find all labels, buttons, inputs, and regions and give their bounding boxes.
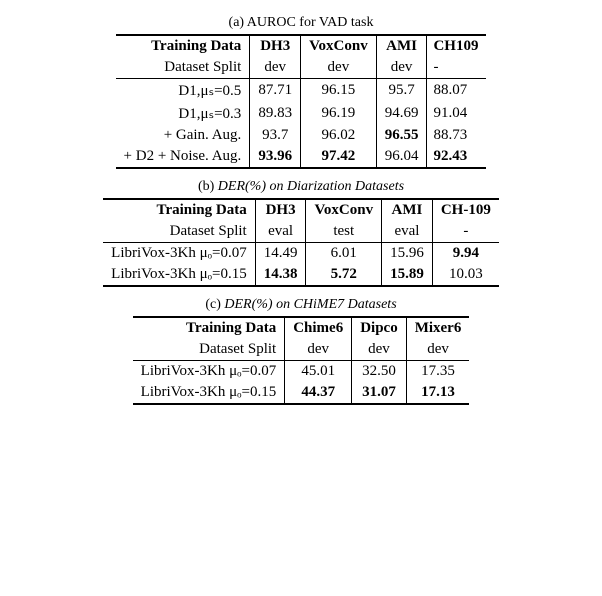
ta-h1-4: CH109 [427,35,487,57]
table-b-caption: (b) DER(%) on Diarization Datasets [15,179,587,195]
tb-h2-3: eval [382,221,433,243]
table-cell: 17.13 [406,382,469,404]
table-row-label: LibriVox-3Kh μₒ=0.07 [133,361,285,383]
table-cell: 14.38 [255,264,306,286]
table-cell: 31.07 [352,382,407,404]
ta-h2-3: dev [376,57,427,79]
ta-h1-1: DH3 [250,35,301,57]
table-row-label: LibriVox-3Kh μₒ=0.15 [133,382,285,404]
table-cell: 97.42 [301,146,377,168]
table-cell: 87.71 [250,79,301,103]
table-c-caption: (c) DER(%) on CHiME7 Datasets [15,297,587,313]
tc-h1-2: Dipco [352,317,407,339]
ta-h2-4: - [427,57,487,79]
table-cell: 15.89 [382,264,433,286]
tb-h1-1: DH3 [255,199,306,221]
table-cell: 44.37 [285,382,352,404]
table-cell: 10.03 [432,264,499,286]
ta-h2-2: dev [301,57,377,79]
table-c: Training Data Chime6 Dipco Mixer6 Datase… [133,316,470,405]
tb-h2-4: - [432,221,499,243]
table-a-caption: (a) AUROC for VAD task [15,15,587,31]
table-row-label: + D2 + Noise. Aug. [116,146,250,168]
table-cell: 96.15 [301,79,377,103]
ta-h2-1: dev [250,57,301,79]
tb-h2-0: Dataset Split [103,221,255,243]
table-cell: 96.19 [301,102,377,125]
table-cell: 91.04 [427,102,487,125]
table-cell: 88.07 [427,79,487,103]
table-cell: 88.73 [427,125,487,146]
table-b: Training Data DH3 VoxConv AMI CH-109 Dat… [103,198,499,287]
table-cell: 92.43 [427,146,487,168]
tc-h1-1: Chime6 [285,317,352,339]
ta-h1-2: VoxConv [301,35,377,57]
table-row-label: LibriVox-3Kh μₒ=0.07 [103,243,255,265]
tc-h1-3: Mixer6 [406,317,469,339]
table-cell: 6.01 [306,243,382,265]
ta-h1-3: AMI [376,35,427,57]
table-cell: 93.7 [250,125,301,146]
table-row-label: + Gain. Aug. [116,125,250,146]
table-cell: 94.69 [376,102,427,125]
table-cell: 89.83 [250,102,301,125]
table-cell: 17.35 [406,361,469,383]
tc-h1-0: Training Data [133,317,285,339]
tb-h2-2: test [306,221,382,243]
table-cell: 96.55 [376,125,427,146]
table-cell: 9.94 [432,243,499,265]
ta-h1-0: Training Data [116,35,250,57]
ta-h2-0: Dataset Split [116,57,250,79]
tc-h2-2: dev [352,339,407,361]
table-cell: 96.02 [301,125,377,146]
table-cell: 14.49 [255,243,306,265]
tc-h2-0: Dataset Split [133,339,285,361]
tb-h1-2: VoxConv [306,199,382,221]
table-row-label: LibriVox-3Kh μₒ=0.15 [103,264,255,286]
tb-h1-4: CH-109 [432,199,499,221]
tb-h1-3: AMI [382,199,433,221]
table-cell: 32.50 [352,361,407,383]
table-cell: 5.72 [306,264,382,286]
table-cell: 96.04 [376,146,427,168]
table-row-label: D1,μₛ=0.3 [116,102,250,125]
table-cell: 45.01 [285,361,352,383]
tb-h1-0: Training Data [103,199,255,221]
tc-h2-3: dev [406,339,469,361]
table-a: Training Data DH3 VoxConv AMI CH109 Data… [116,34,487,169]
table-cell: 93.96 [250,146,301,168]
table-row-label: D1,μₛ=0.5 [116,79,250,103]
tc-h2-1: dev [285,339,352,361]
table-cell: 95.7 [376,79,427,103]
tb-h2-1: eval [255,221,306,243]
table-cell: 15.96 [382,243,433,265]
